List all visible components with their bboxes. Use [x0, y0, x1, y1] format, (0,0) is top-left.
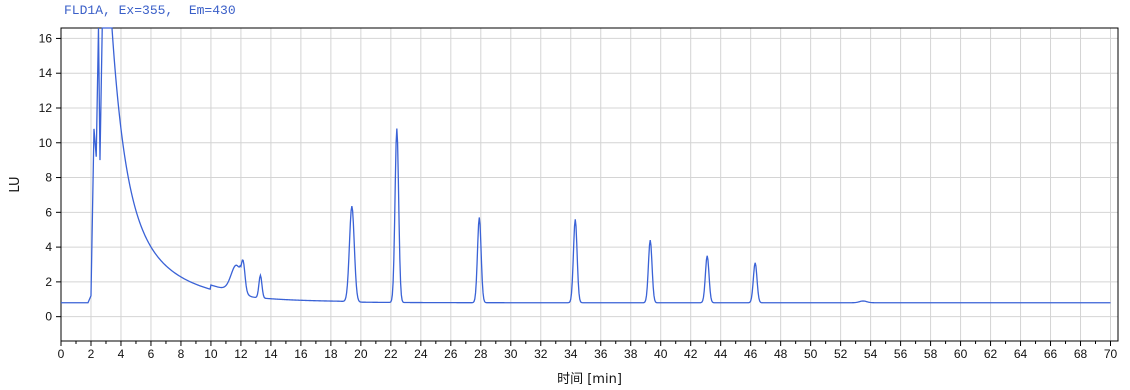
x-tick-label: 6 — [148, 347, 155, 361]
x-tick-label: 42 — [684, 347, 698, 361]
x-tick-label: 70 — [1104, 347, 1118, 361]
plot-frame — [60, 27, 1119, 342]
y-tick-label: 8 — [45, 171, 52, 185]
y-tick-label: 6 — [45, 205, 52, 219]
y-axis-title: LU — [8, 176, 23, 192]
x-tick-label: 50 — [804, 347, 818, 361]
x-tick-label: 16 — [294, 347, 308, 361]
x-tick-label: 44 — [714, 347, 728, 361]
x-tick-label: 10 — [204, 347, 218, 361]
x-tick-label: 64 — [1014, 347, 1028, 361]
x-tick-label: 54 — [864, 347, 878, 361]
x-tick-label: 2 — [88, 347, 95, 361]
x-tick-label: 0 — [58, 347, 65, 361]
x-tick-label: 18 — [324, 347, 338, 361]
grid — [60, 28, 1118, 341]
x-tick-label: 36 — [594, 347, 608, 361]
x-tick-label: 52 — [834, 347, 848, 361]
y-tick-label: 16 — [39, 31, 53, 45]
x-tick-label: 56 — [894, 347, 908, 361]
series-line — [61, 27, 1111, 304]
y-axis: 0 2 4 6 8 10 12 14 16 — [39, 31, 61, 324]
x-tick-label: 22 — [384, 347, 398, 361]
x-axis: 0 2 4 6 8 10 12 14 16 18 20 22 24 26 28 30 32 34 36 38 40 42 4… — [58, 341, 1118, 361]
x-tick-label: 60 — [954, 347, 968, 361]
x-tick-label: 14 — [264, 347, 278, 361]
y-tick-label: 12 — [39, 101, 53, 115]
y-tick-label: 0 — [45, 310, 52, 324]
y-tick-label: 2 — [45, 275, 52, 289]
x-tick-label: 4 — [118, 347, 125, 361]
x-tick-label: 66 — [1044, 347, 1058, 361]
x-tick-label: 40 — [654, 347, 668, 361]
x-tick-label: 20 — [354, 347, 368, 361]
y-tick-label: 10 — [39, 136, 53, 150]
x-tick-label: 38 — [624, 347, 638, 361]
x-tick-label: 26 — [444, 347, 458, 361]
x-tick-label: 46 — [744, 347, 758, 361]
y-tick-label: 4 — [45, 240, 52, 254]
x-tick-label: 30 — [504, 347, 518, 361]
x-axis-title: 时间 [min] — [557, 372, 622, 387]
chart-title: FLD1A, Ex=355, Em=430 — [64, 3, 236, 18]
x-tick-label: 62 — [984, 347, 998, 361]
y-tick-label: 14 — [39, 66, 53, 80]
x-tick-label: 32 — [534, 347, 548, 361]
x-tick-label: 8 — [178, 347, 185, 361]
x-tick-label: 24 — [414, 347, 428, 361]
x-tick-label: 28 — [474, 347, 488, 361]
x-tick-label: 34 — [564, 347, 578, 361]
x-tick-label: 58 — [924, 347, 938, 361]
x-tick-label: 48 — [774, 347, 788, 361]
x-tick-label: 12 — [234, 347, 248, 361]
x-tick-label: 68 — [1074, 347, 1088, 361]
